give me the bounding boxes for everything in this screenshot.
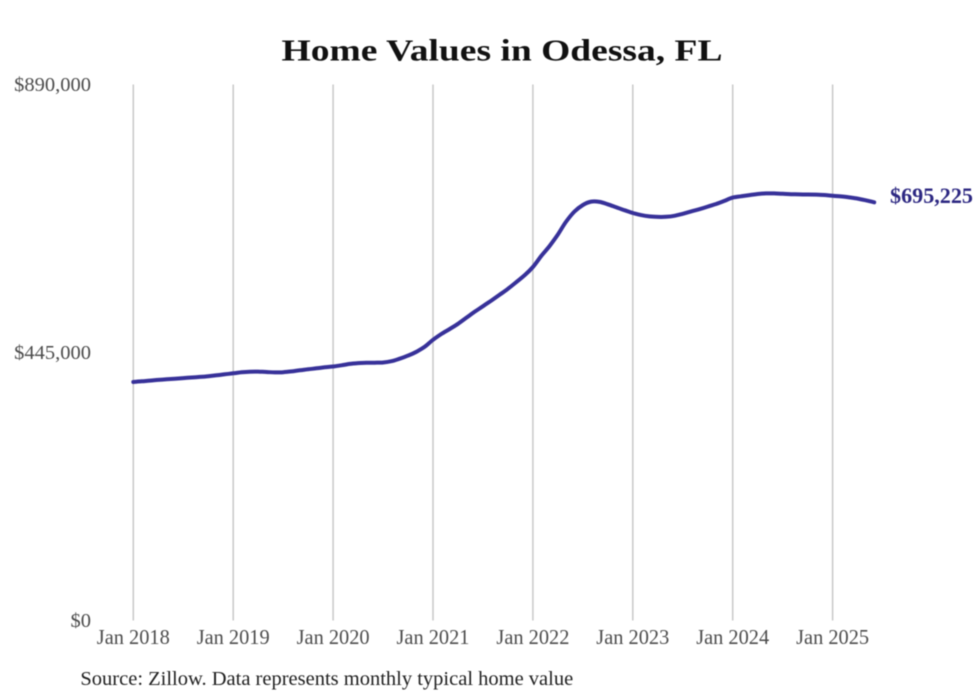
svg-text:Jan 2024: Jan 2024 xyxy=(696,625,769,649)
svg-text:Jan 2018: Jan 2018 xyxy=(97,625,170,649)
svg-text:Jan 2025: Jan 2025 xyxy=(796,625,869,649)
svg-text:Jan 2022: Jan 2022 xyxy=(496,625,569,649)
svg-text:Jan 2020: Jan 2020 xyxy=(297,625,370,649)
svg-text:$890,000: $890,000 xyxy=(14,74,91,96)
svg-text:$445,000: $445,000 xyxy=(14,342,91,364)
svg-text:Jan 2021: Jan 2021 xyxy=(397,625,470,649)
svg-text:Source: Zillow. Data represent: Source: Zillow. Data represents monthly … xyxy=(80,668,573,690)
svg-text:$0: $0 xyxy=(71,610,92,632)
svg-text:$695,225: $695,225 xyxy=(890,183,973,208)
svg-text:Jan 2023: Jan 2023 xyxy=(596,625,669,649)
svg-text:Jan 2019: Jan 2019 xyxy=(197,625,270,649)
svg-text:Home Values in Odessa, FL: Home Values in Odessa, FL xyxy=(282,33,723,68)
